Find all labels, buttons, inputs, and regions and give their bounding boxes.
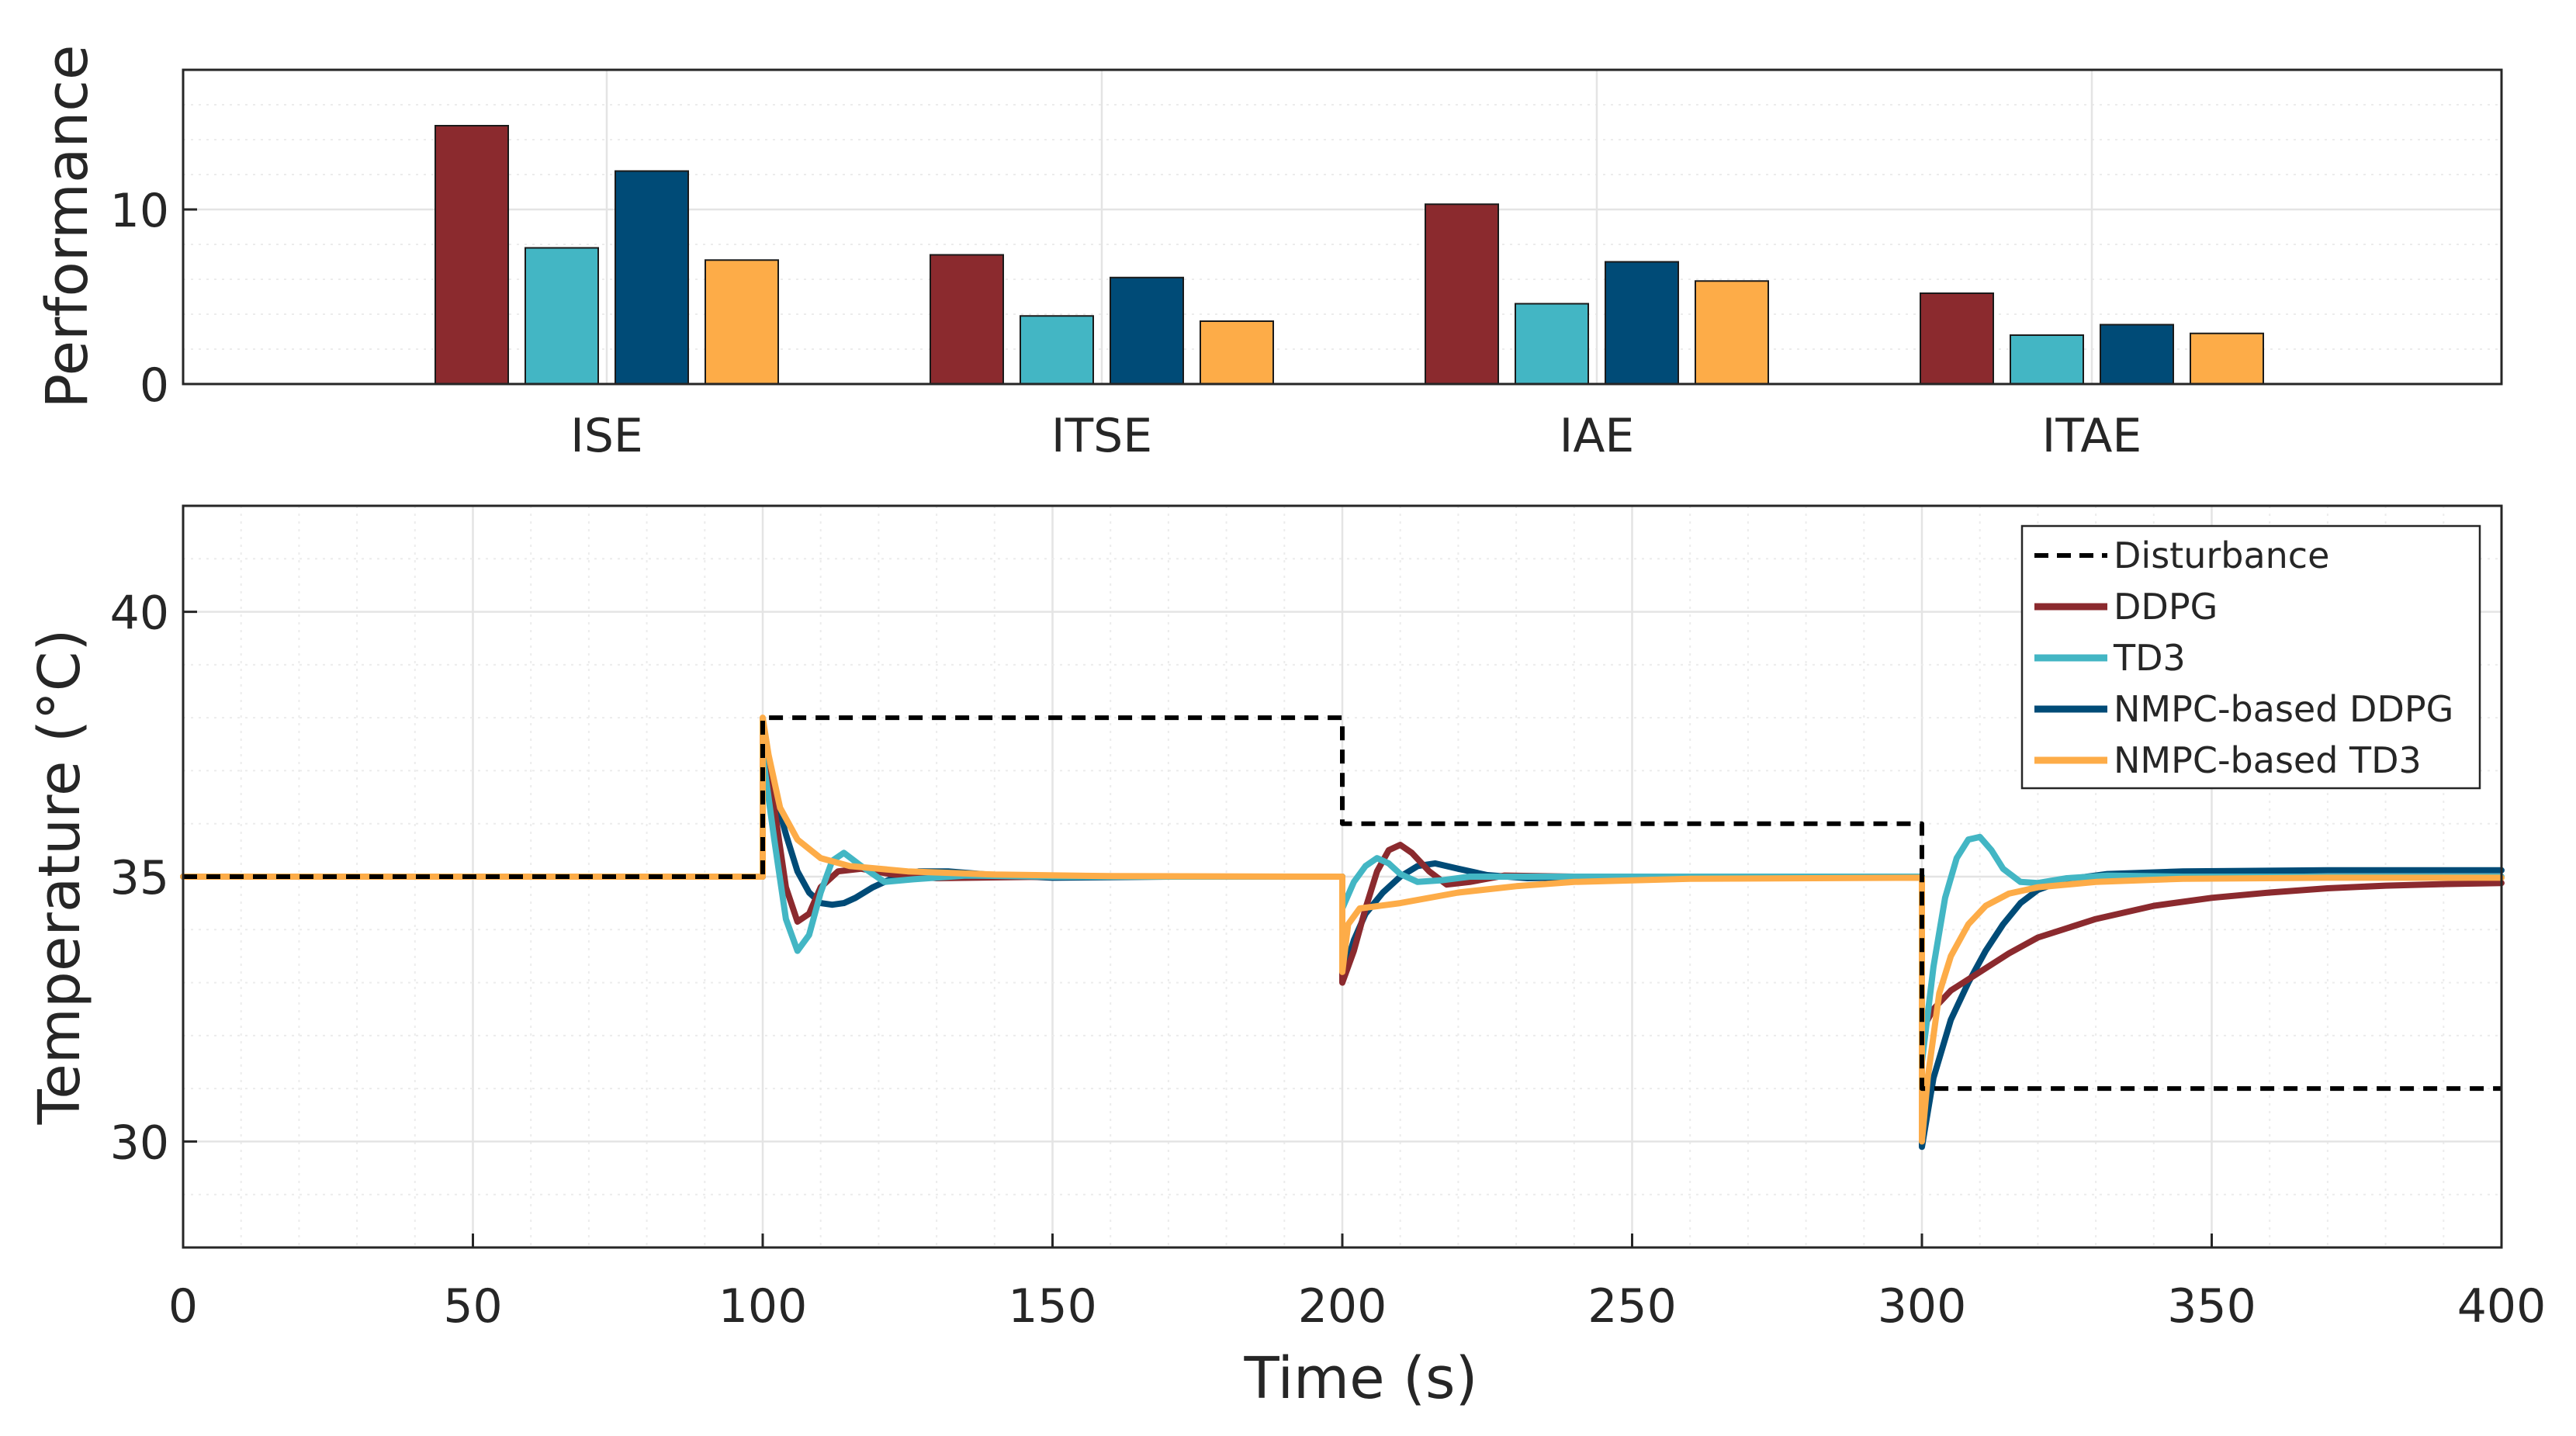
x-tick-label: 400	[2457, 1279, 2547, 1334]
x-tick-label: 150	[1008, 1279, 1097, 1334]
bar-iae-td3	[1515, 303, 1589, 385]
series-line-td3	[180, 751, 2505, 1065]
x-tick-label: 200	[1298, 1279, 1387, 1334]
bar-category-label: ITSE	[1051, 409, 1152, 463]
x-tick-label: 350	[2167, 1279, 2256, 1334]
legend-label-nmpc-ddpg: NMPC-based DDPG	[2114, 688, 2453, 730]
y-axis-label: Temperature (°C)	[26, 629, 93, 1126]
bar-itse-nmpc-based-ddpg	[1110, 276, 1184, 385]
legend-label-disturbance: Disturbance	[2114, 535, 2329, 576]
bar-itae-ddpg	[1920, 292, 1994, 385]
bar-ise-nmpc-based-td3	[705, 259, 779, 385]
series-line-disturbance	[183, 715, 2502, 1092]
bar-itae-td3	[2010, 334, 2084, 385]
bar-iae-nmpc-based-ddpg	[1605, 261, 1679, 385]
x-axis-label: Time (s)	[1244, 1345, 1478, 1412]
x-tick-label: 250	[1587, 1279, 1677, 1334]
line-tick-labels: 0 50 100 150 200 250 300 350 400 30 35 4…	[110, 587, 2547, 1334]
bar-itse-td3	[1020, 315, 1094, 385]
bar-ise-td3	[525, 247, 599, 385]
bar-category-label: ITAE	[2042, 409, 2142, 463]
y-tick-label: 40	[110, 587, 169, 641]
bar-itae-nmpc-based-ddpg	[2100, 324, 2174, 385]
legend-label-ddpg: DDPG	[2114, 586, 2218, 628]
bar-iae-nmpc-based-td3	[1695, 280, 1769, 385]
bar-ise-nmpc-based-ddpg	[615, 170, 689, 385]
y-tick-label: 35	[110, 851, 169, 905]
series-line-nmpc-based-td3	[180, 715, 2505, 1145]
x-tick-label: 100	[718, 1279, 808, 1334]
bar-ise-ddpg	[435, 125, 509, 385]
bar-y-axis-label: Performance	[34, 45, 101, 409]
bar-chart-panel: 0 10 ISE ITSE IAE ITAE Performance	[34, 45, 2503, 463]
bar-marks	[435, 125, 2264, 385]
legend-label-nmpc-td3: NMPC-based TD3	[2114, 739, 2422, 781]
x-tick-label: 50	[443, 1279, 502, 1334]
bar-category-label: ISE	[570, 409, 643, 463]
bar-axes-box	[182, 68, 2503, 386]
bar-y-tick-label: 0	[140, 358, 169, 413]
bar-itse-nmpc-based-td3	[1200, 320, 1274, 385]
legend-label-td3: TD3	[2113, 637, 2186, 679]
bar-y-tick-label: 10	[110, 184, 169, 238]
line-series	[180, 715, 2505, 1151]
y-tick-label: 30	[110, 1116, 169, 1170]
bar-itae-nmpc-based-td3	[2190, 332, 2264, 385]
legend: Disturbance DDPG TD3 NMPC-based DDPG NMP…	[2020, 524, 2481, 790]
bar-iae-ddpg	[1425, 203, 1499, 385]
x-tick-label: 0	[168, 1279, 198, 1334]
line-axes-box	[182, 504, 2503, 1249]
series-line-nmpc-based-ddpg	[180, 741, 2505, 1151]
bar-tick-labels: 0 10 ISE ITSE IAE ITAE	[110, 184, 2142, 463]
bar-category-label: IAE	[1560, 409, 1635, 463]
line-chart-panel: 0 50 100 150 200 250 300 350 400 30 35 4…	[26, 504, 2547, 1412]
bar-itse-ddpg	[930, 254, 1004, 385]
x-tick-label: 300	[1878, 1279, 1967, 1334]
